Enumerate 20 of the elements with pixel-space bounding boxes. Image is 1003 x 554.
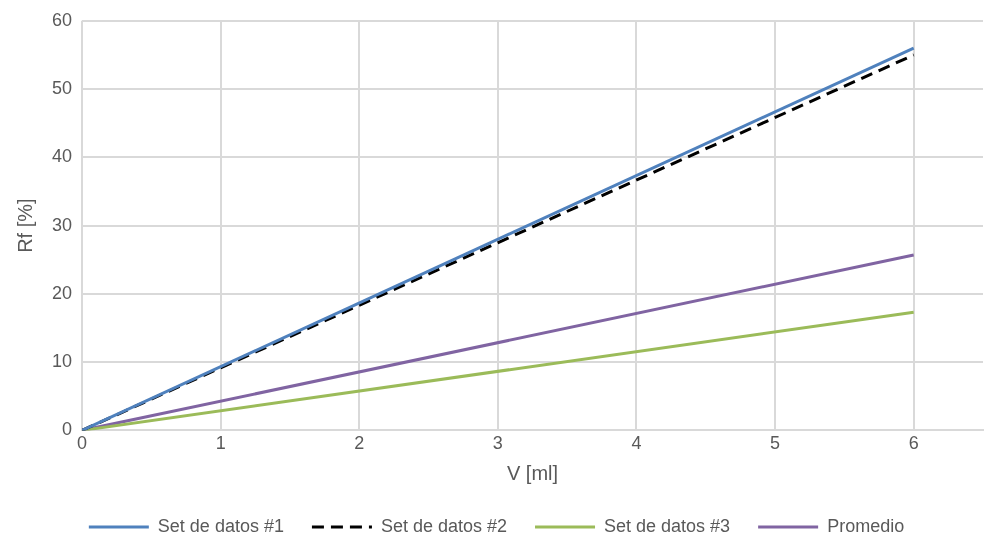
y-axis-title: Rf [%] <box>13 198 36 253</box>
legend-label: Set de datos #1 <box>157 515 284 536</box>
legend-label: Set de datos #2 <box>380 515 508 536</box>
y-tick-label: 0 <box>62 419 73 440</box>
x-tick-label: 0 <box>77 433 88 454</box>
x-tick-label: 1 <box>215 433 226 454</box>
y-tick-label: 30 <box>51 214 73 235</box>
legend-label: Set de datos #3 <box>604 515 731 536</box>
x-tick-label: 5 <box>770 433 781 454</box>
y-tick-label: 10 <box>51 351 73 372</box>
y-tick-label: 20 <box>51 282 73 303</box>
x-tick-label: 6 <box>908 433 919 454</box>
x-tick-label: 2 <box>354 433 365 454</box>
legend-label: Promedio <box>827 515 905 536</box>
y-tick-label: 50 <box>51 78 73 99</box>
x-axis-title: V [ml] <box>506 461 559 484</box>
x-tick-label: 4 <box>631 433 642 454</box>
y-tick-label: 40 <box>51 146 73 167</box>
x-tick-label: 3 <box>492 433 503 454</box>
y-tick-label: 60 <box>51 9 73 30</box>
